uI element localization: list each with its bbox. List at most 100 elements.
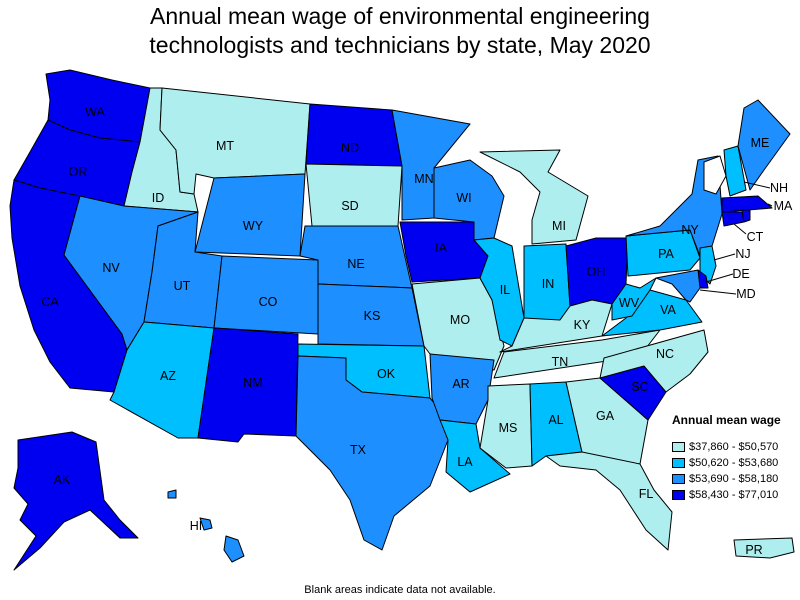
state-label-nv: NV bbox=[102, 261, 120, 275]
state-label-ny: NY bbox=[681, 223, 699, 237]
legend-swatch bbox=[672, 458, 685, 468]
state-ma bbox=[721, 195, 773, 213]
state-sd bbox=[305, 163, 403, 227]
state-label-mt: MT bbox=[216, 139, 234, 153]
state-ct bbox=[721, 211, 745, 227]
state-ky bbox=[499, 299, 613, 353]
legend-label: $53,690 - $58,180 bbox=[689, 473, 779, 485]
leader-line-nj bbox=[713, 253, 736, 261]
state-label-ar: AR bbox=[452, 377, 469, 391]
state-mi bbox=[479, 149, 589, 245]
state-nh bbox=[723, 145, 747, 197]
state-label-ut: UT bbox=[174, 279, 191, 293]
map-title: Annual mean wage of environmental engine… bbox=[0, 2, 800, 60]
legend-item: $58,430 - $77,010 bbox=[672, 487, 778, 503]
state-label-md: MD bbox=[736, 287, 755, 301]
state-label-nm: NM bbox=[243, 376, 262, 390]
state-nm bbox=[197, 327, 299, 443]
state-me bbox=[737, 99, 791, 191]
state-ri bbox=[741, 209, 751, 223]
leader-line-ma bbox=[767, 203, 773, 207]
state-label-in: IN bbox=[542, 277, 555, 291]
state-label-mn: MN bbox=[414, 172, 433, 186]
state-fl bbox=[545, 451, 673, 551]
state-la bbox=[439, 419, 511, 493]
state-wv bbox=[611, 277, 657, 321]
state-label-de: DE bbox=[732, 267, 749, 281]
state-hi bbox=[167, 489, 245, 563]
leader-line-de bbox=[705, 273, 734, 283]
state-label-wa: WA bbox=[85, 105, 105, 119]
state-label-ca: CA bbox=[41, 295, 59, 309]
state-label-ne: NE bbox=[347, 257, 364, 271]
state-label-sd: SD bbox=[341, 199, 358, 213]
state-label-nc: NC bbox=[656, 347, 674, 361]
legend-label: $50,620 - $53,680 bbox=[689, 457, 779, 469]
state-md bbox=[655, 269, 701, 303]
legend: $37,860 - $50,570 $50,620 - $53,680 $53,… bbox=[672, 439, 778, 503]
state-label-mo: MO bbox=[450, 313, 470, 327]
state-label-wy: WY bbox=[243, 219, 264, 233]
state-label-la: LA bbox=[457, 455, 473, 469]
leader-line-md bbox=[699, 289, 737, 295]
state-label-va: VA bbox=[660, 303, 676, 317]
state-tn bbox=[493, 329, 661, 379]
state-label-fl: FL bbox=[639, 487, 654, 501]
state-label-tn: TN bbox=[552, 355, 569, 369]
state-label-ky: KY bbox=[574, 318, 591, 332]
state-il bbox=[473, 237, 525, 347]
map-title-line1: Annual mean wage of environmental engine… bbox=[150, 3, 650, 29]
state-pr bbox=[733, 537, 795, 559]
state-tx bbox=[295, 355, 449, 551]
state-label-al: AL bbox=[548, 413, 563, 427]
legend-item: $50,620 - $53,680 bbox=[672, 455, 778, 471]
state-label-wv: WV bbox=[619, 296, 640, 310]
state-label-az: AZ bbox=[160, 369, 176, 383]
legend-label: $58,430 - $77,010 bbox=[689, 489, 779, 501]
state-label-mi: MI bbox=[552, 219, 566, 233]
state-label-oh: OH bbox=[587, 265, 606, 279]
state-vt bbox=[703, 155, 727, 195]
state-label-pa: PA bbox=[658, 247, 674, 261]
state-nc bbox=[599, 329, 709, 393]
legend-swatch bbox=[672, 474, 685, 484]
state-label-ia: IA bbox=[435, 241, 447, 255]
state-label-or: OR bbox=[69, 165, 88, 179]
state-label-nj: NJ bbox=[735, 247, 750, 261]
legend-swatch bbox=[672, 442, 685, 452]
state-labels: WA OR CA ID MT WY NV UT CO AZ NM ND SD NE KS OK TX MN IA MO… bbox=[41, 105, 793, 557]
legend-item: $37,860 - $50,570 bbox=[672, 439, 778, 455]
state-nd bbox=[305, 103, 403, 167]
state-label-ma: MA bbox=[774, 199, 793, 213]
legend-title: Annual mean wage bbox=[672, 413, 781, 427]
state-label-id: ID bbox=[152, 191, 165, 205]
label-leader-lines bbox=[699, 181, 773, 295]
legend-swatch bbox=[672, 490, 685, 500]
state-label-sc: SC bbox=[631, 380, 648, 394]
state-label-wi: WI bbox=[456, 191, 471, 205]
state-label-hi: HI bbox=[190, 519, 203, 533]
state-label-ks: KS bbox=[364, 309, 381, 323]
state-label-pr: PR bbox=[745, 543, 762, 557]
state-shapes bbox=[9, 69, 795, 571]
state-label-ga: GA bbox=[596, 409, 615, 423]
legend-item: $53,690 - $58,180 bbox=[672, 471, 778, 487]
state-wy bbox=[194, 173, 306, 257]
state-label-ms: MS bbox=[499, 421, 518, 435]
state-label-ok: OK bbox=[377, 367, 396, 381]
state-label-me: ME bbox=[751, 136, 770, 150]
state-label-nh: NH bbox=[770, 181, 788, 195]
state-label-il: IL bbox=[500, 283, 510, 297]
state-label-tx: TX bbox=[350, 443, 367, 457]
map-title-line2: technologists and technicians by state, … bbox=[149, 32, 651, 58]
state-ak bbox=[13, 431, 139, 571]
state-label-nd: ND bbox=[341, 141, 359, 155]
footnote: Blank areas indicate data not available. bbox=[304, 584, 496, 596]
state-label-co: CO bbox=[259, 295, 278, 309]
leader-line-nh bbox=[743, 181, 771, 189]
state-label-ct: CT bbox=[747, 230, 764, 244]
leader-line-ct bbox=[733, 223, 747, 235]
state-label-ak: AK bbox=[54, 473, 71, 487]
legend-label: $37,860 - $50,570 bbox=[689, 441, 779, 453]
